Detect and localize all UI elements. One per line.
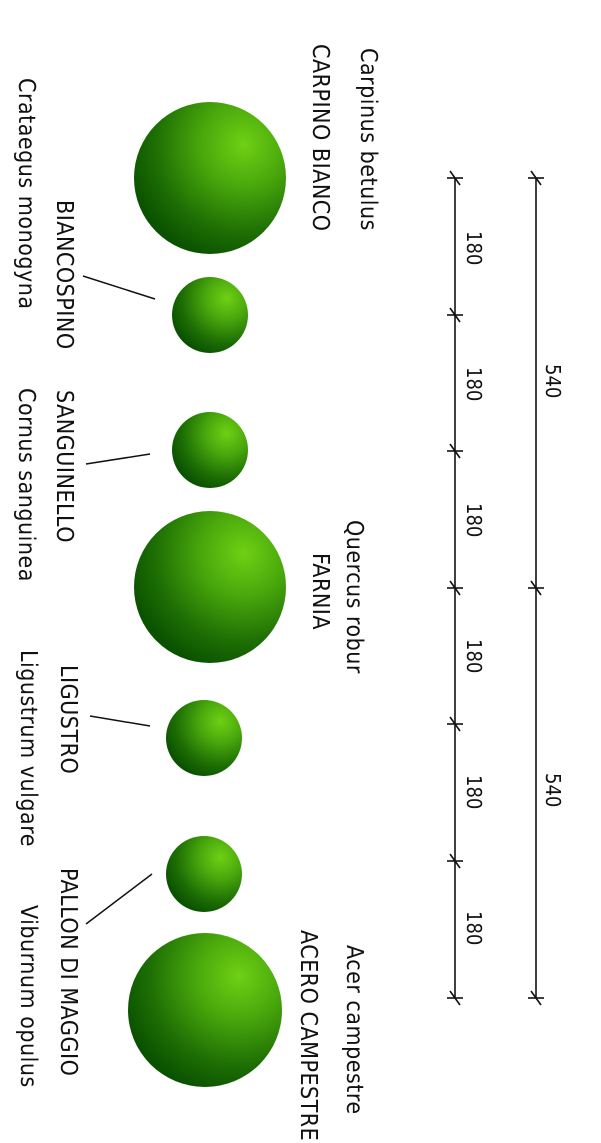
leader-line-viburnum [85, 873, 153, 925]
latin-name-viburnum: Viburnum opulus [15, 905, 41, 1088]
overall-dimension-line [528, 170, 544, 1006]
tick-mark [528, 170, 544, 186]
latin-name-ligustrum: Ligustrum vulgare [15, 650, 41, 847]
tree-crown-quercus [134, 511, 286, 663]
latin-name-carpinus: Carpinus betulus [355, 48, 381, 231]
common-name-carpinus: CARPINO BIANCO [307, 44, 333, 232]
dimension-label-spacing: 180 [462, 503, 486, 538]
common-name-ligustrum: LIGUSTRO [55, 665, 81, 775]
tick-mark [447, 990, 463, 1006]
common-name-quercus: FARNIA [307, 553, 333, 631]
tree-crown-acer [128, 933, 282, 1087]
latin-name-acer: Acer campestre [341, 945, 367, 1115]
dimension-label-spacing: 180 [462, 231, 486, 266]
tick-mark [528, 990, 544, 1006]
leader-line-cornus [85, 453, 151, 465]
dimension-label-spacing: 180 [462, 911, 486, 946]
dimension-label-overall: 540 [541, 364, 565, 399]
tick-mark [447, 443, 463, 459]
tick-mark [447, 580, 463, 596]
shrub-crown-ligustrum [166, 700, 242, 776]
leader-line-ligustrum [89, 715, 151, 727]
tick-mark [447, 170, 463, 186]
tick-mark [447, 853, 463, 869]
latin-name-cornus: Cornus sanguinea [13, 388, 39, 582]
dimension-label-spacing: 180 [462, 639, 486, 674]
dimension-label-overall: 540 [541, 773, 565, 808]
common-name-viburnum: PALLON DI MAGGIO [55, 868, 81, 1077]
shrub-crown-crataegus [172, 277, 248, 353]
shrub-crown-viburnum [166, 836, 242, 912]
dimension-label-spacing: 180 [462, 367, 486, 402]
shrub-crown-cornus [172, 412, 248, 488]
leader-line-crataegus [82, 275, 156, 300]
latin-name-crataegus: Crataegus monogyna [13, 78, 39, 310]
common-name-acer: ACERO CAMPESTRE [295, 930, 321, 1142]
latin-name-quercus: Quercus robur [341, 520, 367, 674]
dimension-label-spacing: 180 [462, 775, 486, 810]
common-name-cornus: SANGUINELLO [51, 390, 77, 544]
tick-mark [447, 716, 463, 732]
tick-mark [528, 580, 544, 596]
common-name-crataegus: BIANCOSPINO [51, 200, 77, 350]
tick-mark [447, 307, 463, 323]
tree-crown-carpinus [134, 102, 286, 254]
spacing-dimension-line [447, 170, 463, 1006]
